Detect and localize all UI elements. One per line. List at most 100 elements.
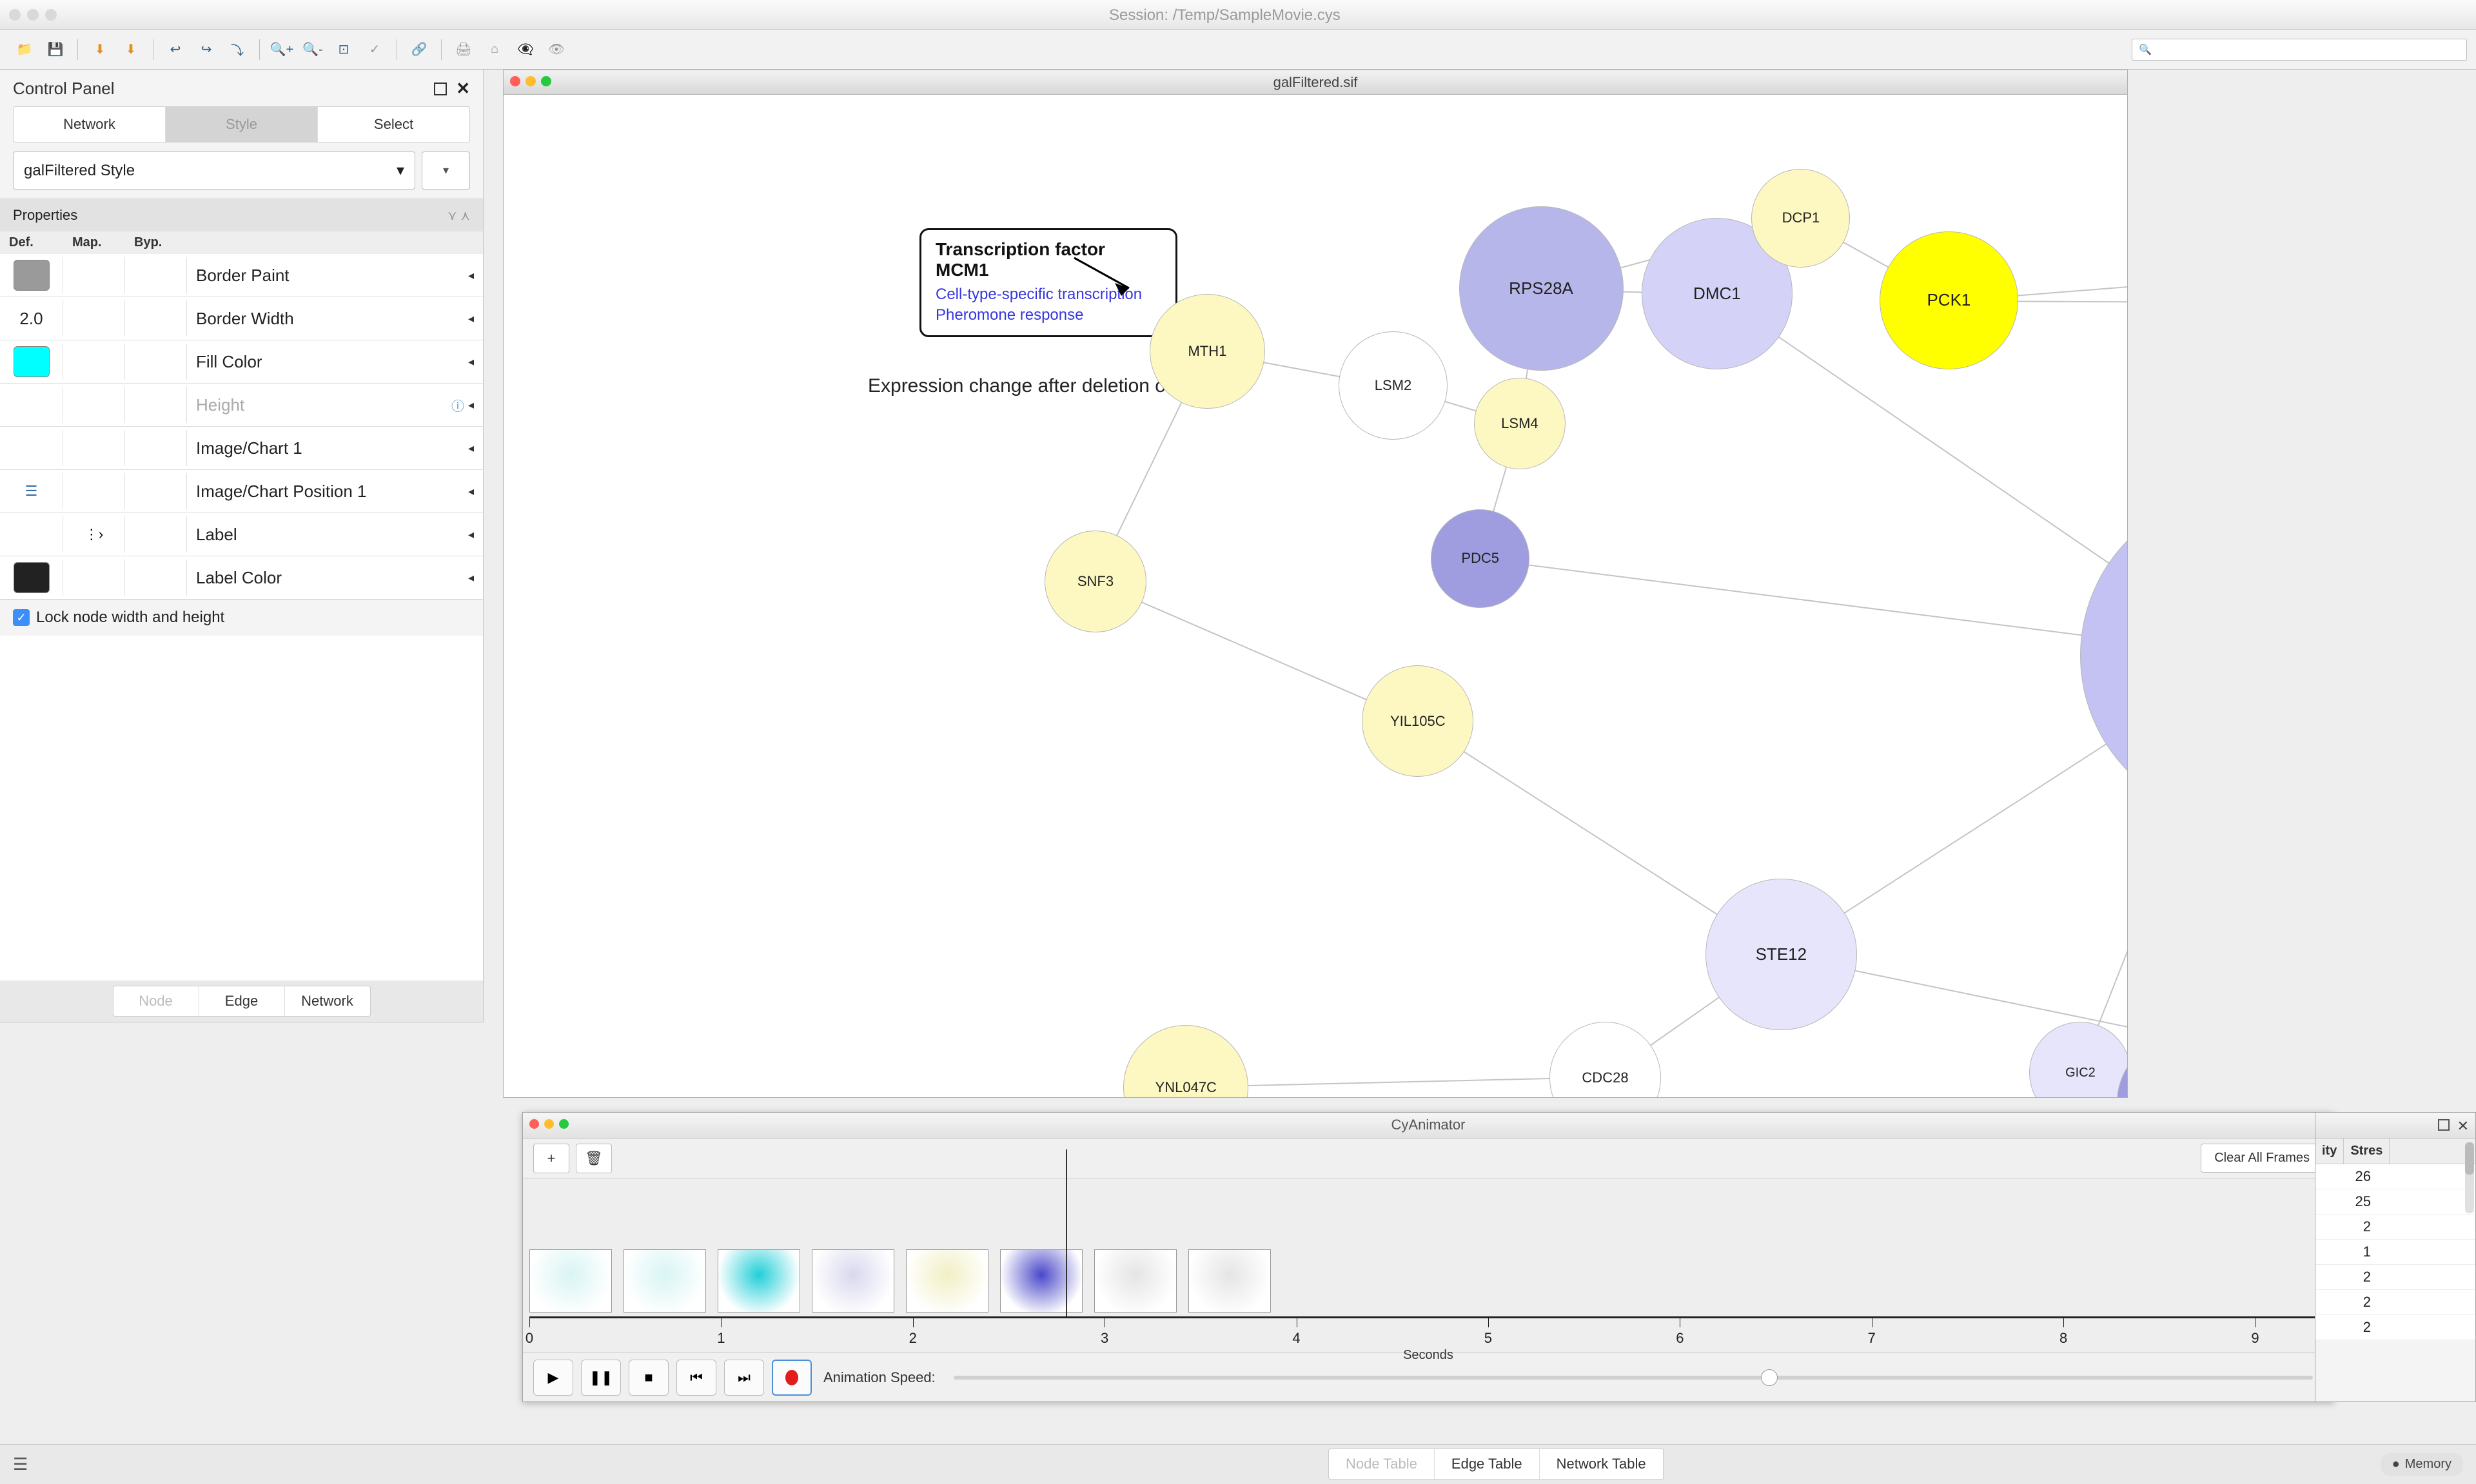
property-row-image-chart-position-1[interactable]: ☰ Image/Chart Position 1 ◂ (0, 470, 483, 513)
tab-edge-table[interactable]: Edge Table (1435, 1449, 1540, 1479)
table-row-3[interactable]: 1 (2315, 1240, 2475, 1265)
property-row-border-paint[interactable]: Border Paint ◂ (0, 254, 483, 297)
expand-icon-fill-color[interactable]: ◂ (468, 355, 474, 369)
property-row-height[interactable]: Height ⓘ ◂ (0, 384, 483, 427)
node-edge-network-tabs[interactable]: Node Edge Network (113, 986, 371, 1017)
properties-collapse-icon[interactable]: ⋎ ⋏ (447, 208, 470, 224)
hamburger-icon[interactable]: ☰ (13, 1454, 28, 1474)
import-table-icon[interactable]: ⬇ (118, 37, 144, 63)
table-row-6[interactable]: 2 (2315, 1315, 2475, 1340)
expand-icon-image-chart-1[interactable]: ◂ (468, 442, 474, 455)
table-scrollbar[interactable] (2465, 1142, 2474, 1213)
network-node-pdc5[interactable]: PDC5 (1431, 509, 1529, 608)
network-node-yil105c[interactable]: YIL105C (1362, 665, 1473, 777)
tab-style[interactable]: Style (166, 107, 318, 142)
undo-icon[interactable]: ↩ (162, 37, 188, 63)
table-row-4[interactable]: 2 (2315, 1265, 2475, 1290)
network-traffic-green[interactable] (541, 76, 551, 86)
animation-frame-6[interactable] (1094, 1249, 1177, 1313)
animation-frame-7[interactable] (1188, 1249, 1271, 1313)
table-rows[interactable]: 26 25 2 1 2 2 2 (2315, 1164, 2475, 1340)
animation-frame-0[interactable] (529, 1249, 612, 1313)
table-restore-icon[interactable] (2438, 1119, 2450, 1131)
animator-traffic-green[interactable] (559, 1119, 569, 1129)
expand-icon-image-chart-position-1[interactable]: ◂ (468, 485, 474, 498)
traffic-light-yellow[interactable] (27, 9, 39, 21)
table-scrollbar-thumb[interactable] (2465, 1142, 2474, 1175)
network-node-lsm4[interactable]: LSM4 (1474, 378, 1566, 470)
tab-network[interactable]: Network (14, 107, 166, 142)
property-row-image-chart-1[interactable]: Image/Chart 1 ◂ (0, 427, 483, 470)
property-row-fill-color[interactable]: Fill Color ◂ (0, 340, 483, 384)
network-edge[interactable] (1480, 558, 2127, 656)
link-icon[interactable]: 🔗 (406, 37, 432, 63)
timeline-tick-0[interactable] (529, 1318, 530, 1327)
zoom-in-icon[interactable]: 🔍+ (269, 37, 295, 63)
timeline-tick-1[interactable] (721, 1318, 722, 1327)
record-button[interactable] (772, 1360, 812, 1396)
zoom-selected-icon[interactable]: ✓ (362, 37, 388, 63)
height-info-icon[interactable]: ⓘ (451, 396, 464, 415)
tab-network-table[interactable]: Network Table (1540, 1449, 1664, 1479)
property-row-label-color[interactable]: Label Color ◂ (0, 556, 483, 599)
tab-node[interactable]: Node (113, 986, 199, 1016)
cp-close-icon[interactable]: ✕ (456, 79, 470, 99)
animation-frame-1[interactable] (624, 1249, 706, 1313)
add-frame-button[interactable]: + (533, 1144, 569, 1173)
table-row-1[interactable]: 25 (2315, 1189, 2475, 1215)
tab-network-bottom[interactable]: Network (285, 986, 370, 1016)
network-node-snf3[interactable]: SNF3 (1045, 531, 1146, 632)
network-node-mth1[interactable]: MTH1 (1150, 294, 1265, 409)
playhead-indicator[interactable] (1066, 1149, 1067, 1316)
property-row-label[interactable]: ⋮› Label ◂ (0, 513, 483, 556)
animator-window-controls[interactable] (529, 1119, 569, 1129)
network-traffic-yellow[interactable] (526, 76, 536, 86)
style-select-dropdown[interactable]: galFiltered Style ▾ (13, 151, 415, 190)
tab-select[interactable]: Select (318, 107, 469, 142)
table-row-0[interactable]: 26 (2315, 1164, 2475, 1189)
table-close-icon[interactable]: ✕ (2457, 1118, 2469, 1135)
home-icon[interactable]: ⌂ (482, 37, 507, 63)
zoom-fit-icon[interactable]: ⊡ (331, 37, 357, 63)
table-row-2[interactable]: 2 (2315, 1215, 2475, 1240)
tab-edge[interactable]: Edge (199, 986, 285, 1016)
column-header-stres[interactable]: Stres (2344, 1138, 2390, 1164)
timeline-tick-2[interactable] (913, 1318, 914, 1327)
play-button[interactable]: ▶ (533, 1360, 573, 1396)
style-options-dropdown[interactable]: ▾ (422, 151, 470, 190)
delete-frame-button[interactable]: 🗑 (576, 1144, 612, 1173)
tab-node-table[interactable]: Node Table (1329, 1449, 1435, 1479)
timeline-tick-8[interactable] (2063, 1318, 2064, 1327)
network-node-gic2[interactable]: GIC2 (2029, 1022, 2127, 1097)
next-frame-button[interactable]: ⏭ (724, 1360, 764, 1396)
traffic-light-green[interactable] (45, 9, 57, 21)
cp-restore-icon[interactable] (434, 83, 447, 95)
stop-button[interactable]: ■ (629, 1360, 669, 1396)
expand-icon-label-color[interactable]: ◂ (468, 571, 474, 585)
timeline-tick-5[interactable] (1488, 1318, 1489, 1327)
open-file-icon[interactable]: 📁 (12, 37, 37, 63)
network-node-mcm1[interactable]: MCM1 (2080, 491, 2127, 820)
network-node-lsm2[interactable]: LSM2 (1339, 331, 1447, 440)
network-node-dcp1[interactable]: DCP1 (1751, 169, 1850, 268)
search-input[interactable]: 🔍 (2132, 39, 2467, 61)
network-node-ste12[interactable]: STE12 (1705, 879, 1857, 1030)
expand-icon-border-paint[interactable]: ◂ (468, 269, 474, 282)
control-panel-tabs[interactable]: Network Style Select (13, 106, 470, 142)
column-header-ity[interactable]: ity (2315, 1138, 2344, 1164)
network-canvas[interactable]: Expression change after deletion of GAL1… (504, 95, 2127, 1097)
network-node-rps28a[interactable]: RPS28A (1459, 206, 1624, 371)
pause-button[interactable]: ❚❚ (581, 1360, 621, 1396)
table-tabs[interactable]: Node Table Edge Table Network Table (1328, 1449, 1664, 1479)
property-row-border-width[interactable]: 2.0 Border Width ◂ (0, 297, 483, 340)
import-network-icon[interactable]: ⬇ (87, 37, 113, 63)
lock-node-size-checkbox[interactable]: ✓ (13, 609, 30, 626)
expand-icon-height[interactable]: ◂ (468, 398, 474, 412)
animator-traffic-yellow[interactable] (544, 1119, 554, 1129)
network-node-ynl047c[interactable]: YNL047C (1123, 1025, 1248, 1097)
animation-frame-4[interactable] (906, 1249, 988, 1313)
animation-speed-slider[interactable] (954, 1376, 2313, 1380)
prev-frame-button[interactable]: ⏮ (676, 1360, 716, 1396)
table-row-5[interactable]: 2 (2315, 1290, 2475, 1315)
clear-all-frames-button[interactable]: Clear All Frames (2201, 1144, 2323, 1173)
